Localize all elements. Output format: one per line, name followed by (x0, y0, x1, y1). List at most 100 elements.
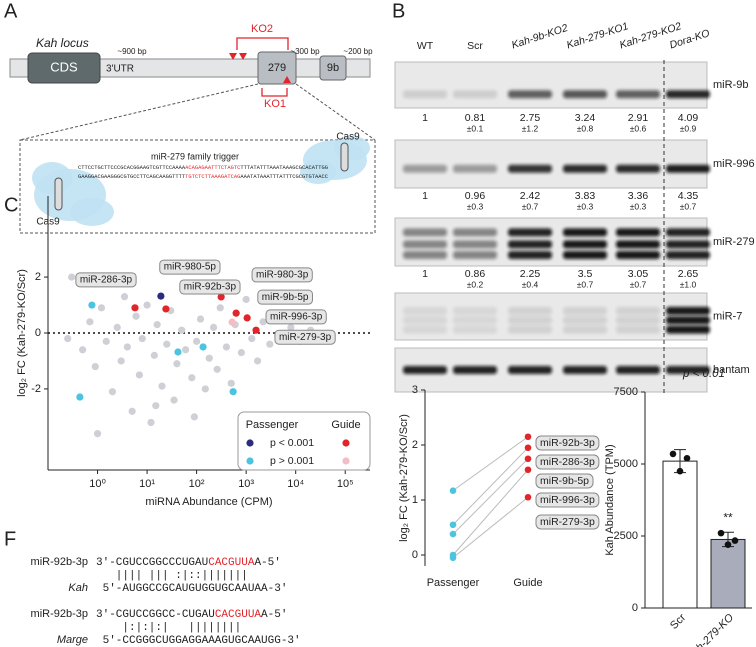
dna-strand: CTTCCTGCTTCCCGCACGGAAGTCGTTCCAAAA ACAGAGA… (78, 165, 328, 171)
legend-box (237, 411, 371, 471)
data-point (227, 379, 235, 387)
x-tick-label: Kah-279-KO (684, 611, 736, 647)
band (616, 316, 660, 325)
data-point (68, 273, 76, 281)
band (508, 250, 552, 259)
y-tick-label: 5000 (614, 458, 638, 470)
quant-sd: ±0.7 (522, 201, 539, 211)
pairing: |||| ||| :|::||||||| (96, 570, 248, 582)
data-point (216, 304, 224, 312)
y-axis-label: log₂ FC (Kah-279-KO/Scr) (398, 414, 410, 542)
quant-sd: ±0.6 (630, 123, 647, 133)
data-point (232, 309, 240, 317)
quant-sd: ±1.0 (680, 279, 697, 289)
cas9-label: Cas9 (336, 132, 360, 143)
point-label-box (251, 267, 313, 283)
quant-sd: ±0.7 (577, 279, 594, 289)
significance: ** (723, 510, 733, 524)
band (453, 306, 497, 315)
series-label: miR-996-3p (540, 494, 595, 506)
band (563, 306, 607, 315)
guide-segment: CACGUUA (215, 609, 262, 621)
data-point (449, 487, 457, 494)
legend-marker (246, 439, 254, 447)
data-point (201, 385, 209, 393)
quant-sd: ±1.2 (522, 123, 539, 133)
lane-label: Scr (467, 40, 483, 52)
ko-label: KO1 (264, 98, 286, 110)
point-label: miR-279-3p (279, 332, 332, 343)
point-label: miR-92b-3p (184, 282, 237, 293)
dna-segment: GAAGGACGAAGGGCGTGCCTTCAGCAAGGTTTT (78, 174, 185, 180)
y-tick-label: 0 (35, 327, 41, 339)
point-label: miR-980-5p (164, 262, 217, 273)
dna-segment: TTTATATTTAAATAAAGCGCACATTGG (240, 165, 328, 171)
band (666, 325, 710, 334)
quant-value: 2.91 (628, 112, 649, 124)
bar (710, 538, 746, 609)
point-label: miR-996-3p (270, 312, 323, 323)
panel-label: F (4, 528, 16, 550)
blot (394, 139, 708, 189)
band (453, 316, 497, 325)
quant-sd: ±0.9 (680, 123, 697, 133)
segment-label: 3'UTR (106, 64, 134, 75)
band (616, 240, 660, 249)
ko1-bracket (261, 88, 288, 97)
y-tick-label: 1 (412, 494, 418, 506)
y-tick-label: 2500 (614, 530, 638, 542)
quant-sd: ±0.1 (467, 123, 484, 133)
y-tick-label: -2 (31, 383, 41, 395)
target-name: Marge (57, 634, 88, 646)
quant-value: 2.25 (520, 268, 541, 280)
band (563, 366, 607, 374)
data-point (113, 323, 121, 332)
band (453, 250, 497, 259)
data-point (147, 418, 155, 427)
band (563, 164, 607, 173)
legend-marker (342, 439, 350, 447)
band (453, 90, 497, 99)
blot-label: miR-996 (713, 158, 755, 170)
panel-label: C (4, 194, 18, 216)
ko2-bracket (236, 37, 289, 50)
data-point (524, 493, 532, 501)
guide-segment: 3'-CGUCCGGCCCUGAU (96, 557, 208, 569)
data-point (123, 343, 131, 351)
cds-box (27, 52, 101, 84)
ko-label: KO2 (251, 23, 273, 35)
data-point (152, 402, 160, 410)
band (508, 90, 552, 99)
data-point (138, 334, 146, 343)
data-point (170, 396, 178, 404)
x-tick-label: Guide (513, 577, 542, 589)
point-label-box (274, 329, 336, 345)
data-point (524, 466, 532, 474)
data-point (178, 326, 186, 334)
x-tick-label: 10¹ (139, 478, 155, 490)
replicate-point (669, 450, 677, 458)
data-point (209, 323, 218, 332)
band (616, 90, 660, 99)
band (508, 325, 552, 334)
panel-label: A (4, 0, 18, 22)
band (616, 306, 660, 315)
y-tick-label: 0 (412, 549, 418, 561)
x-tick-label: 10² (189, 478, 205, 490)
band (453, 240, 497, 249)
data-point (128, 407, 136, 415)
lane-label: Kah-9b-KO2 (510, 22, 569, 51)
guide-rna (340, 142, 349, 172)
data-point (188, 374, 196, 382)
data-point (449, 554, 457, 562)
band (453, 164, 497, 173)
zoom-lines (19, 83, 376, 141)
y-tick-label: 7500 (614, 386, 638, 398)
series-label-box (535, 435, 600, 451)
dna-segment: CTTCCTGCTTCCCGCACGGAAGTCGTTCCAAAA (78, 165, 185, 171)
data-point (97, 304, 106, 312)
band (616, 250, 660, 259)
replicate-point (676, 467, 684, 475)
band (666, 240, 710, 249)
